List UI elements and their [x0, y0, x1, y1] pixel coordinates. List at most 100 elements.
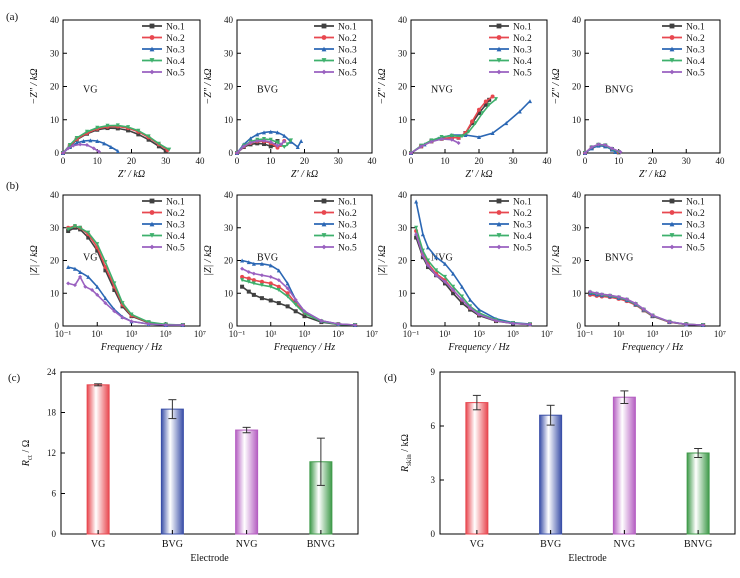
series-line — [410, 100, 531, 154]
series-no5 — [414, 232, 532, 327]
data-point — [449, 133, 454, 138]
y-tick-label: 40 — [224, 190, 234, 200]
x-tick-label: 30 — [334, 156, 344, 166]
legend-label: No.5 — [166, 244, 185, 254]
panel-annotation: NVG — [431, 253, 453, 264]
y-tick-label: 24 — [47, 367, 57, 377]
data-point — [276, 301, 281, 306]
y-tick-label: 20 — [50, 82, 60, 92]
legend-marker — [149, 221, 155, 227]
panel-annotation: VG — [83, 253, 97, 264]
data-point — [268, 129, 273, 134]
y-tick-label: 30 — [572, 48, 582, 58]
data-point — [275, 130, 280, 135]
data-point — [156, 141, 161, 146]
data-point — [295, 145, 300, 150]
x-tick-label: 10³ — [473, 329, 485, 339]
series-line — [415, 234, 531, 326]
x-axis-label: Electrode — [190, 553, 229, 564]
data-point — [302, 309, 307, 314]
bar-vg — [465, 402, 489, 535]
data-point — [275, 143, 280, 148]
legend-marker — [496, 221, 502, 227]
panel-d-bars: 0 3 6 9 VG BVG NVG BNVG Electrode Rskin / kΩ — [400, 367, 736, 564]
legend-marker — [669, 210, 675, 215]
x-tick-label: 40 — [368, 156, 378, 166]
y-tick-label: 40 — [224, 15, 234, 25]
data-point — [624, 297, 629, 302]
y-tick-label: 40 — [398, 15, 408, 25]
data-point — [268, 298, 273, 303]
legend-marker — [321, 69, 327, 75]
data-point — [302, 314, 307, 319]
legend-marker — [149, 23, 155, 29]
series-no4 — [66, 224, 185, 328]
panel-label-a: (a) — [6, 11, 19, 23]
legend-marker — [321, 233, 327, 238]
legend-marker — [321, 221, 327, 227]
category-label: BNVG — [684, 539, 712, 550]
y-tick-label: 18 — [47, 408, 57, 418]
data-point — [248, 136, 253, 141]
data-point — [684, 322, 689, 327]
series-no5 — [583, 142, 623, 155]
y-tick-label: 10 — [224, 288, 234, 298]
legend-label: No.4 — [166, 232, 185, 242]
data-point — [262, 138, 266, 143]
y-tick-label: 30 — [50, 48, 60, 58]
legend-marker — [669, 221, 675, 227]
data-point — [439, 137, 444, 142]
data-point — [259, 279, 264, 284]
data-point — [451, 291, 456, 296]
data-point — [490, 131, 495, 136]
bar-bnvg — [686, 452, 710, 535]
data-point — [420, 232, 425, 237]
data-point — [146, 134, 151, 139]
data-point — [96, 149, 101, 154]
data-point — [282, 139, 287, 144]
legend-marker — [496, 210, 502, 215]
series-no5 — [240, 266, 358, 328]
legend-marker — [149, 58, 155, 63]
data-point — [146, 137, 151, 142]
legend-marker — [669, 23, 675, 29]
y-tick-label: 0 — [52, 529, 57, 539]
x-tick-label: 10 — [93, 156, 103, 166]
data-point — [84, 129, 89, 134]
series-no5 — [409, 137, 461, 155]
series-no5 — [61, 142, 101, 155]
data-point — [240, 274, 245, 279]
x-tick-label: 30 — [682, 156, 692, 166]
x-tick-label: 30 — [509, 156, 519, 166]
legend-marker — [496, 233, 502, 238]
y-tick-label: 10 — [572, 115, 582, 125]
legend-label: No.1 — [166, 198, 185, 208]
x-tick-label: 10¹ — [439, 329, 451, 339]
x-tick-label: 10⁷ — [714, 329, 726, 339]
data-point — [268, 263, 273, 268]
y-tick-label: 40 — [572, 15, 582, 25]
data-point — [466, 129, 471, 134]
x-tick-label: 10⁻¹ — [229, 329, 246, 339]
legend-label: No.5 — [513, 244, 532, 254]
data-point — [299, 139, 304, 144]
data-point — [129, 319, 134, 324]
legend-marker — [669, 46, 675, 52]
data-point — [71, 143, 76, 148]
series-no3 — [66, 265, 185, 328]
data-point — [95, 125, 100, 130]
x-tick-label: 10¹ — [613, 329, 625, 339]
x-axis-label: Z′ / kΩ — [465, 169, 492, 180]
data-point — [103, 296, 108, 301]
data-point — [126, 125, 131, 130]
x-tick-label: 10 — [614, 156, 624, 166]
legend-marker — [669, 58, 675, 63]
data-point — [483, 99, 488, 104]
legend-marker — [669, 244, 675, 250]
legend-marker — [496, 244, 502, 250]
data-point — [115, 149, 120, 154]
data-point — [241, 144, 246, 149]
data-point — [517, 109, 522, 114]
data-point — [83, 284, 88, 289]
y-tick-label: 30 — [50, 223, 60, 233]
